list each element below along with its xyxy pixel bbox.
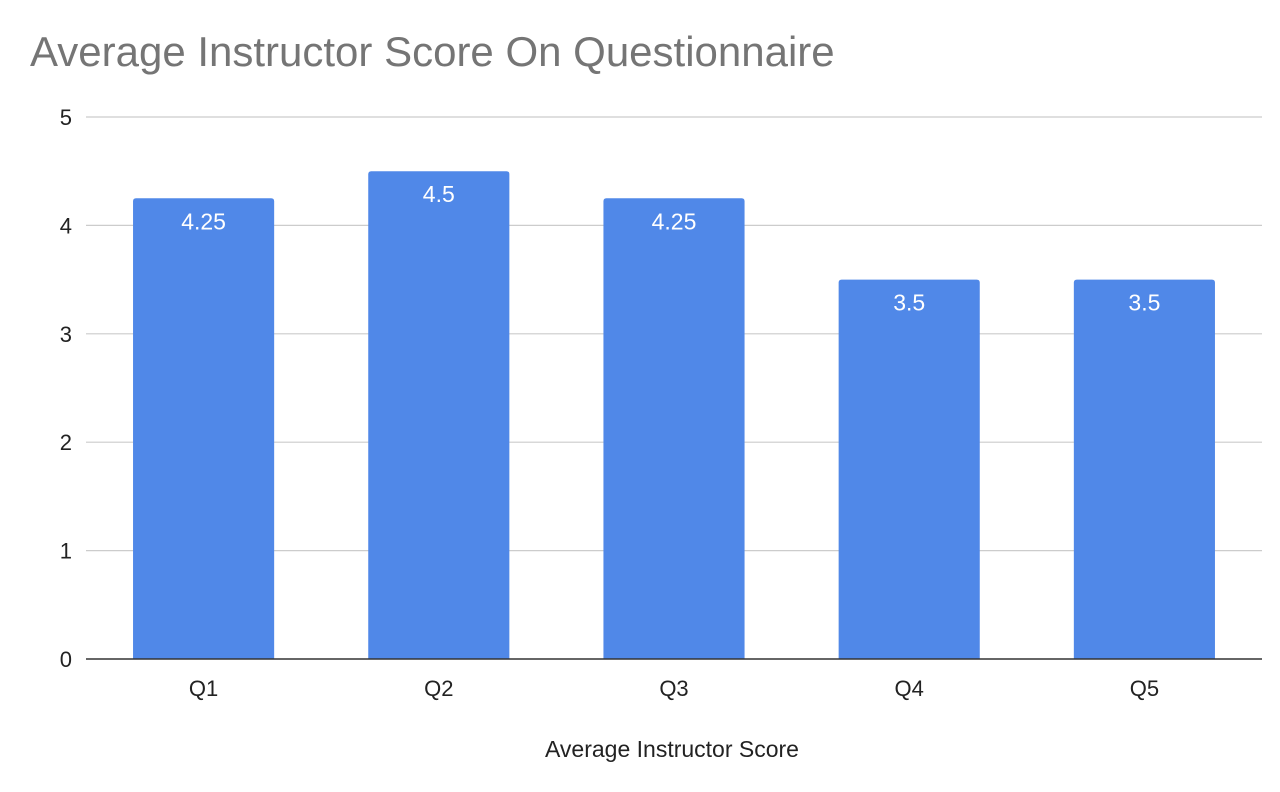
- x-tick-label: Q2: [424, 676, 453, 701]
- axes: 0 1 2 3 4 5 Q1 Q2 Q3 Q4 Q5: [60, 105, 1262, 701]
- data-label-q1: 4.25: [181, 208, 226, 234]
- x-tick-label: Q5: [1130, 676, 1159, 701]
- data-labels: 4.25 4.5 4.25 3.5 3.5: [181, 181, 1160, 315]
- y-tick-label: 3: [60, 322, 72, 347]
- x-tick-label: Q4: [895, 676, 924, 701]
- y-tick-label: 2: [60, 430, 72, 455]
- y-tick-label: 1: [60, 539, 72, 564]
- data-label-q5: 3.5: [1128, 290, 1160, 316]
- y-tick-label: 4: [60, 213, 72, 238]
- y-tick-label: 0: [60, 647, 72, 672]
- x-axis-title: Average Instructor Score: [545, 736, 799, 762]
- data-label-q3: 4.25: [652, 208, 697, 234]
- bar-q2: [368, 171, 510, 659]
- x-tick-label: Q3: [659, 676, 688, 701]
- data-label-q4: 3.5: [893, 290, 925, 316]
- bar-q5: [1073, 279, 1215, 659]
- bar-q4: [838, 279, 980, 659]
- bar-q1: [133, 198, 275, 660]
- y-tick-label: 5: [60, 105, 72, 130]
- bars: [133, 171, 1215, 660]
- bar-q3: [603, 198, 745, 660]
- chart-title: Average Instructor Score On Questionnair…: [30, 28, 835, 75]
- data-label-q2: 4.5: [423, 181, 455, 207]
- x-tick-label: Q1: [189, 676, 218, 701]
